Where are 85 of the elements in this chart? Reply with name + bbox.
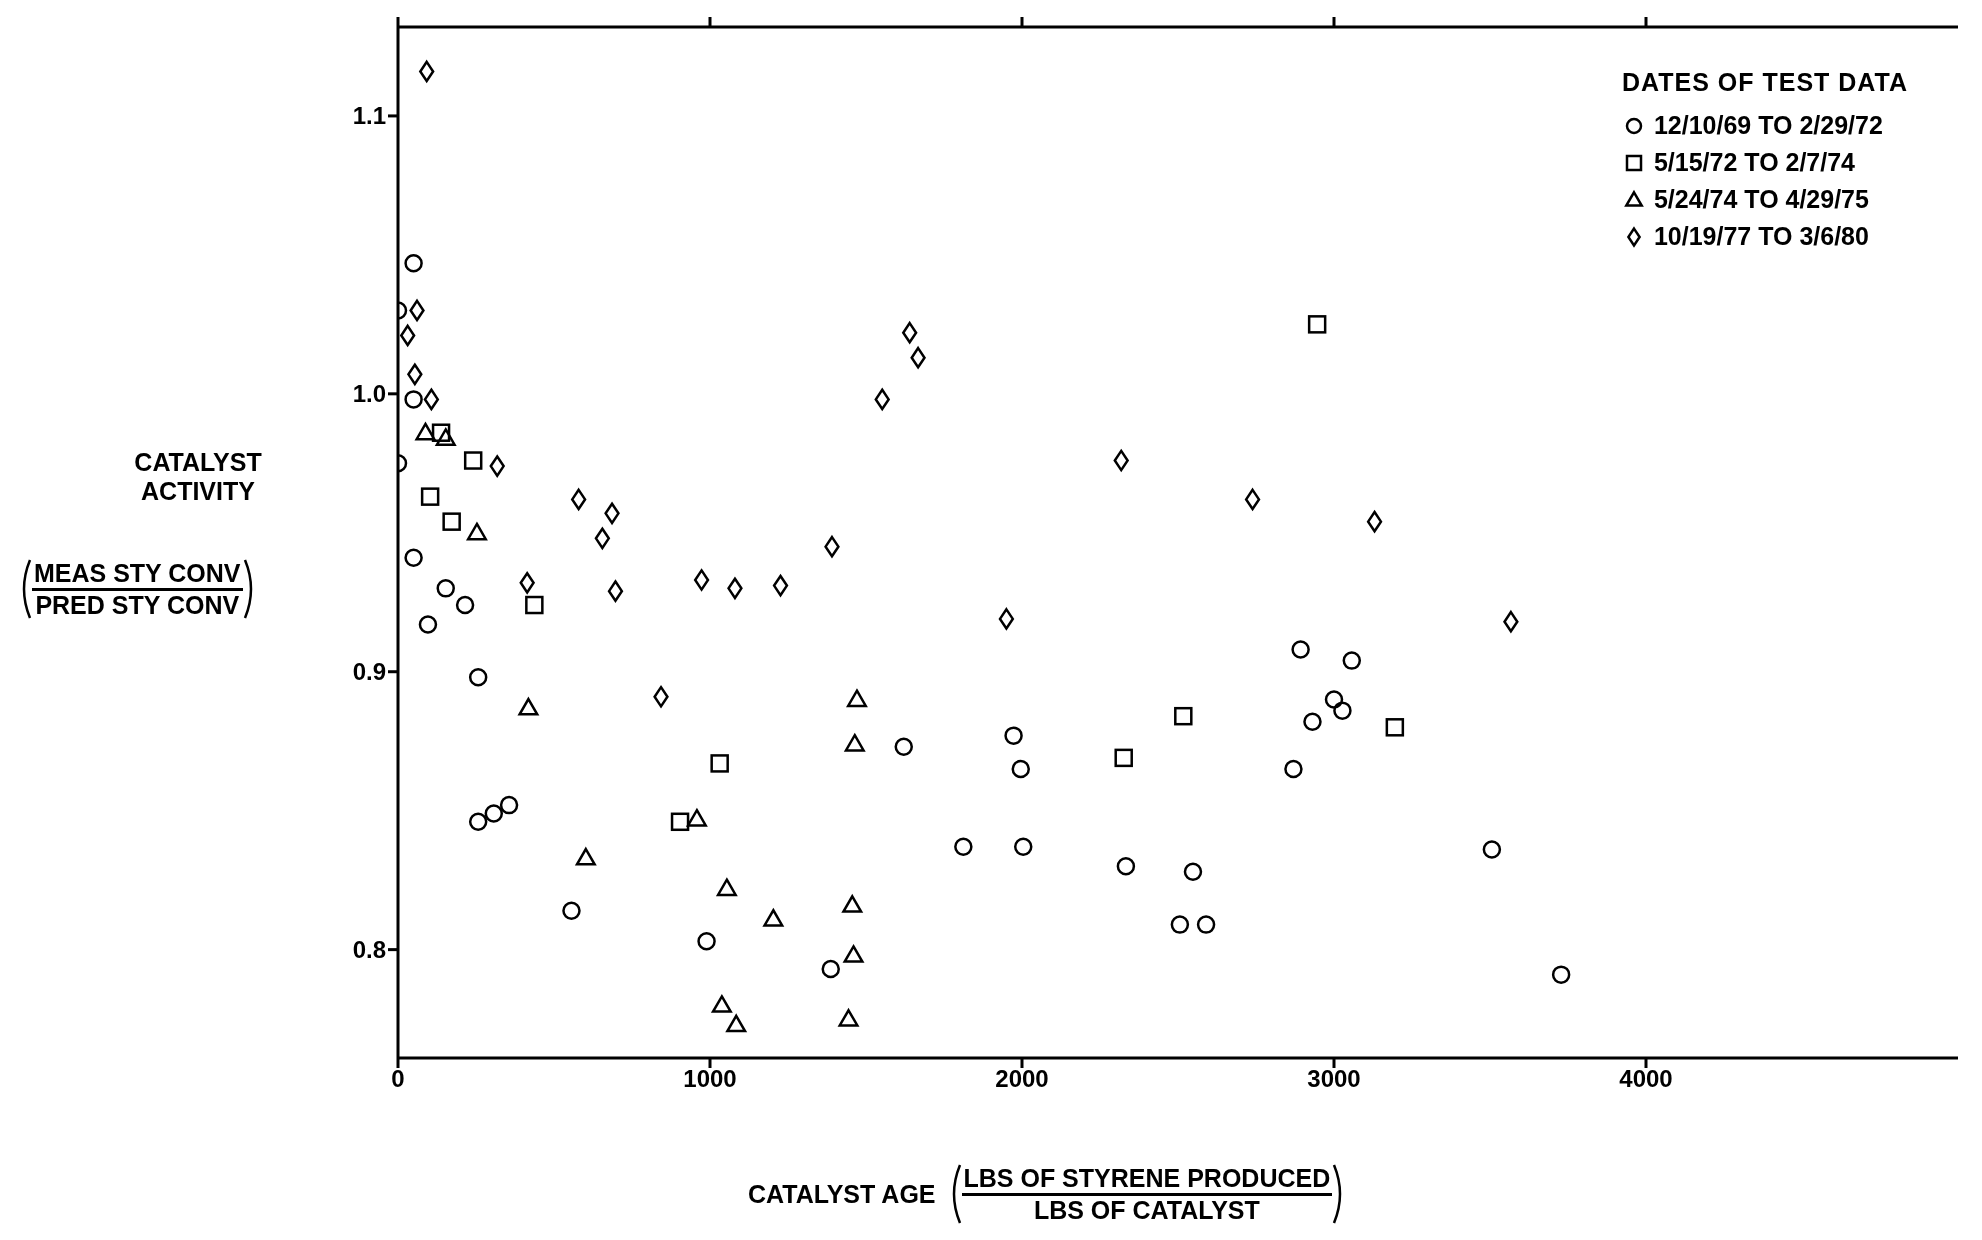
point	[716, 878, 737, 897]
point	[435, 428, 456, 446]
point	[418, 615, 438, 634]
point	[686, 808, 707, 827]
x-axis-title: CATALYST AGE	[748, 1179, 936, 1209]
point	[455, 595, 475, 615]
point	[415, 422, 436, 441]
point	[423, 388, 440, 411]
legend-label: 10/19/77 TO 3/6/80	[1653, 222, 1869, 251]
point	[1342, 651, 1362, 670]
point	[442, 512, 461, 531]
point	[1196, 915, 1216, 934]
point	[1307, 315, 1327, 334]
point	[697, 932, 716, 951]
point	[1116, 857, 1136, 876]
point	[1183, 862, 1203, 882]
legend-label: 5/24/74 TO 4/29/75	[1653, 185, 1869, 214]
point	[843, 945, 864, 963]
y-tick-label: 1.1	[352, 102, 386, 130]
point	[404, 548, 423, 568]
point	[842, 895, 863, 913]
point	[1004, 726, 1023, 745]
point	[1011, 759, 1030, 779]
point	[1324, 690, 1344, 709]
point	[763, 909, 784, 927]
legend-title: DATES OF TEST DATA	[1621, 68, 1908, 97]
point	[575, 847, 596, 866]
point	[436, 579, 455, 598]
text: PRED STY CONV	[35, 590, 240, 620]
point	[562, 901, 581, 920]
legend-label: 12/10/69 TO 2/29/72	[1653, 111, 1883, 140]
point	[1333, 701, 1352, 720]
x-tick-label: 3000	[1307, 1065, 1361, 1093]
point	[846, 689, 867, 708]
x-tick-label: 1000	[683, 1065, 737, 1093]
y-axis-title: CATALYST ACTIVITY	[133, 448, 263, 506]
legend-label: 5/15/72 TO 2/7/74	[1653, 148, 1856, 177]
point	[404, 253, 423, 273]
y-tick-label: 0.9	[352, 658, 386, 686]
point	[499, 795, 519, 815]
point	[1291, 640, 1310, 659]
point	[431, 423, 451, 442]
point	[954, 837, 973, 857]
text: LBS OF STYRENE PRODUCED	[961, 1163, 1333, 1196]
point	[1014, 837, 1033, 857]
point	[468, 668, 488, 687]
point	[1366, 510, 1383, 533]
point	[1174, 706, 1193, 726]
text: LBS OF CATALYST	[1033, 1195, 1260, 1225]
point	[998, 608, 1015, 630]
point	[838, 1009, 859, 1027]
point	[1482, 840, 1502, 859]
point	[821, 959, 840, 979]
x-tick-label: 4000	[1619, 1065, 1673, 1093]
point	[772, 574, 789, 597]
point	[711, 995, 732, 1013]
point	[1244, 488, 1261, 511]
point	[1170, 915, 1190, 934]
point	[489, 455, 505, 477]
point	[468, 812, 488, 832]
point	[894, 737, 913, 757]
point	[484, 804, 504, 823]
x-tick-label: 0	[391, 1065, 405, 1093]
point	[1114, 748, 1133, 768]
point	[670, 812, 690, 832]
point	[525, 595, 544, 615]
y-tick-label: 0.8	[352, 936, 386, 964]
x-tick-label: 2000	[995, 1065, 1049, 1093]
point	[404, 390, 423, 409]
point	[463, 451, 483, 470]
point	[1303, 712, 1322, 731]
point	[726, 1014, 747, 1033]
point	[1284, 759, 1303, 779]
y-tick-label: 1.0	[352, 380, 386, 408]
point	[420, 487, 440, 506]
point	[1551, 965, 1571, 984]
point	[466, 522, 487, 541]
point	[607, 580, 624, 602]
point	[710, 754, 729, 773]
point	[1385, 718, 1405, 737]
point	[844, 733, 865, 752]
point	[518, 697, 539, 716]
point	[594, 527, 611, 550]
text: MEAS STY CONV	[32, 558, 243, 591]
point	[693, 569, 710, 591]
